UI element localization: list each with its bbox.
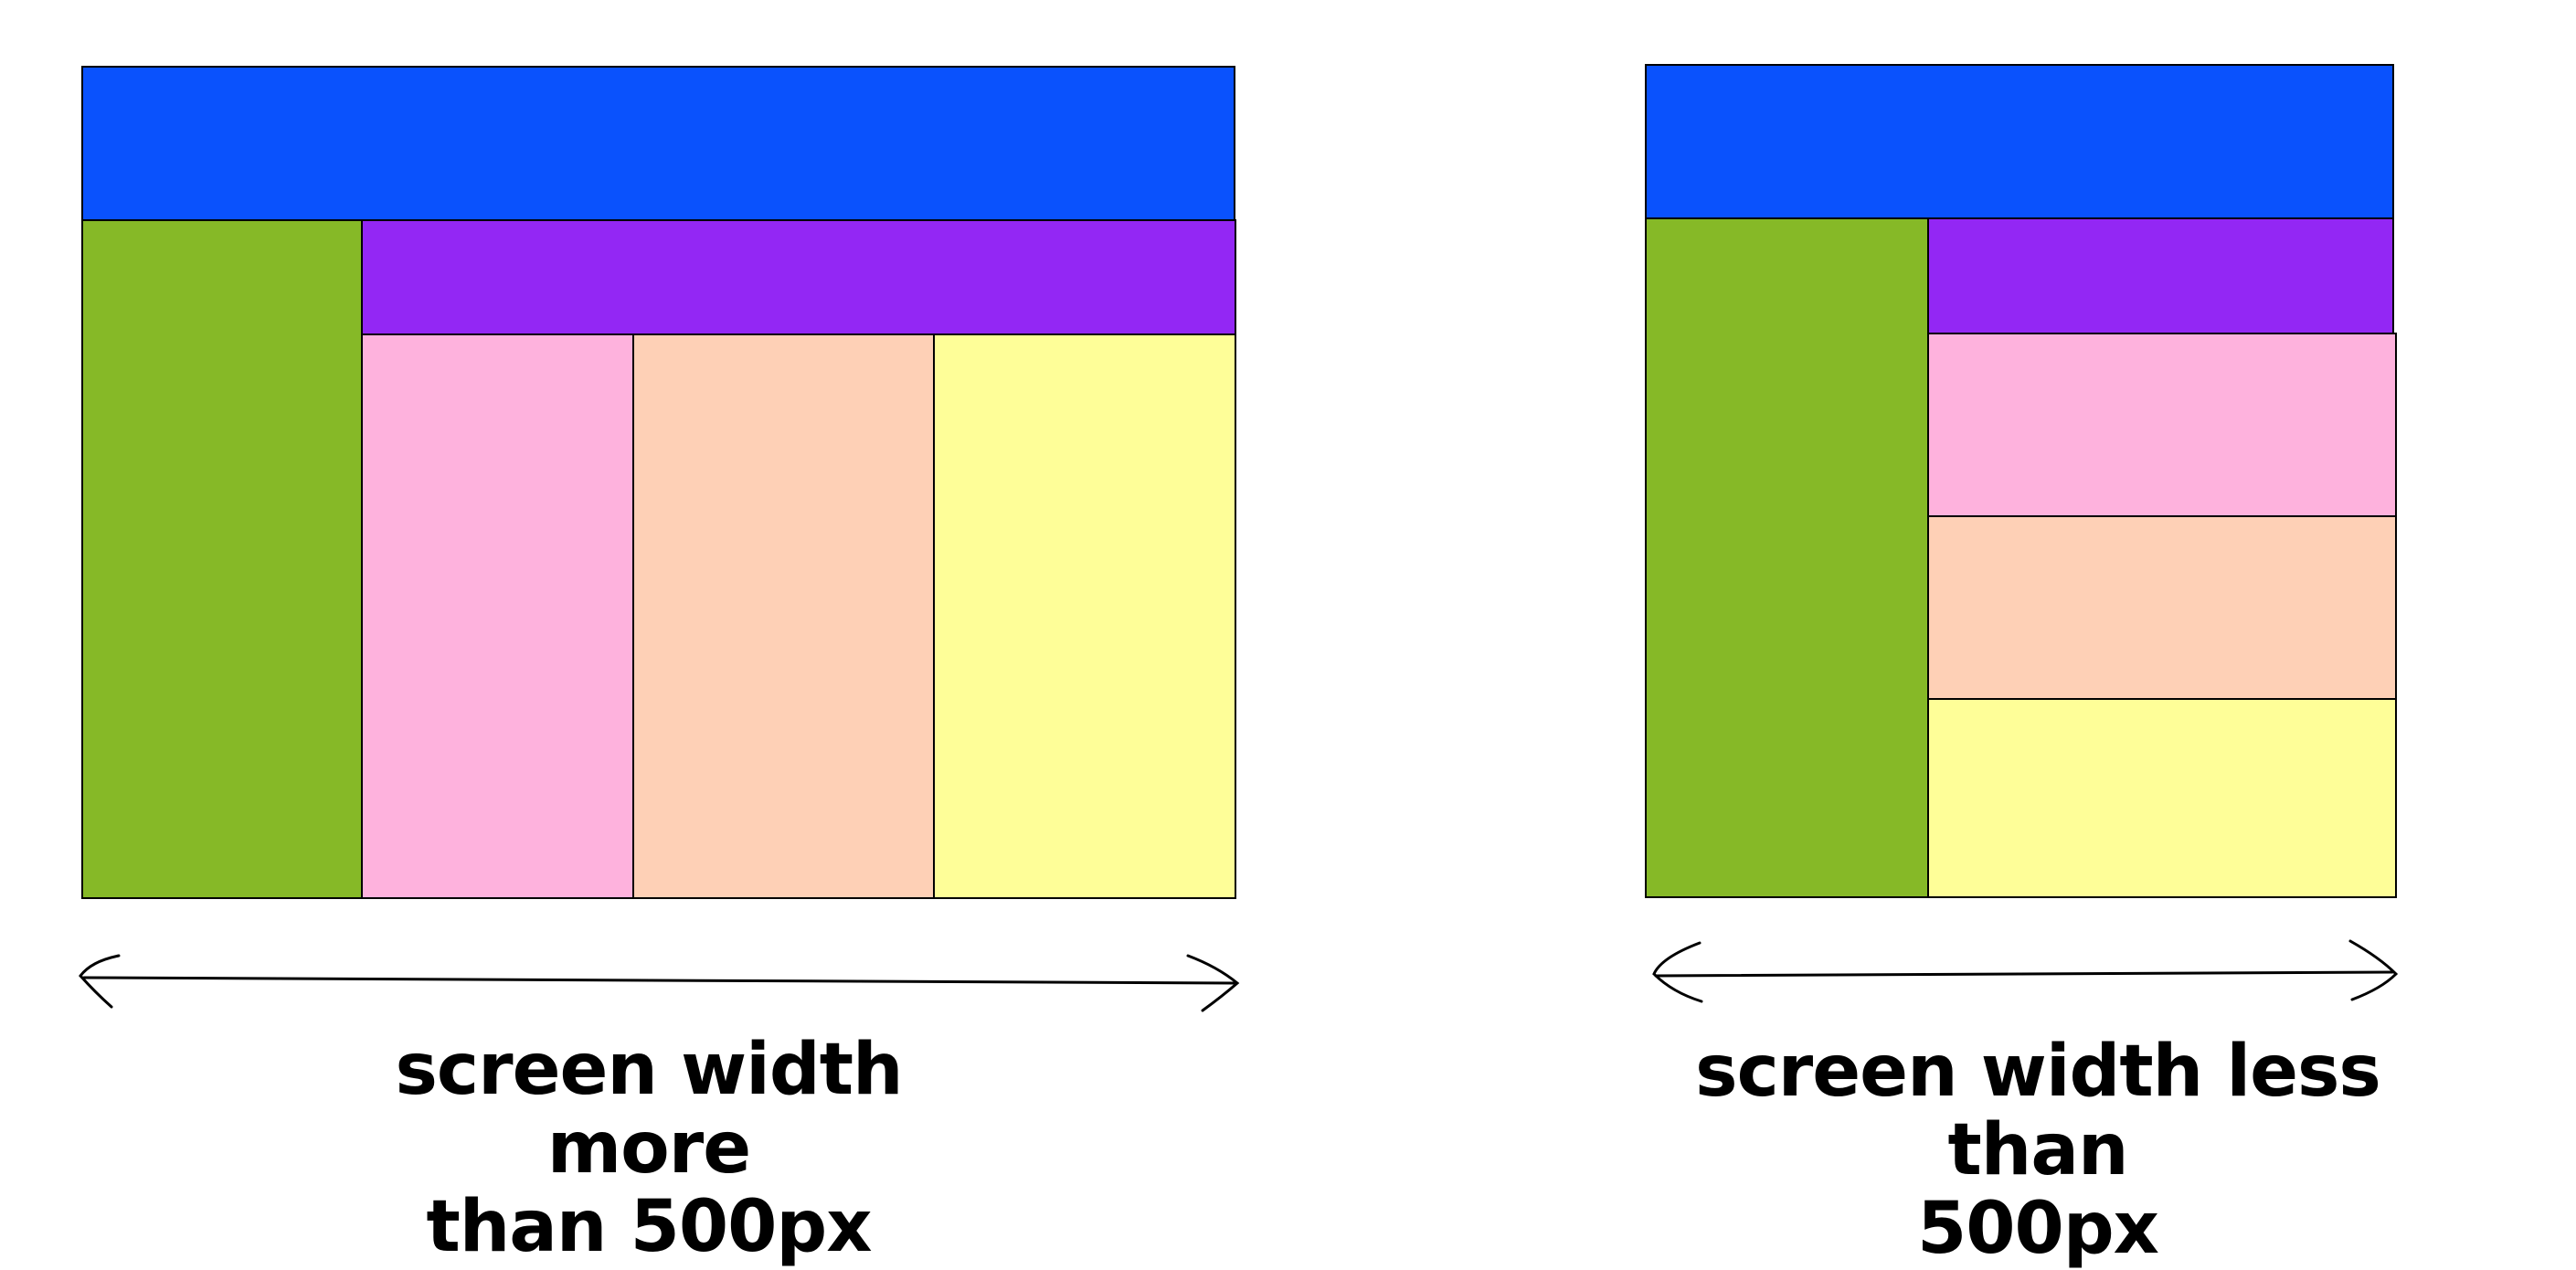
column-1-block [1927,333,2397,517]
column-2-block [1927,515,2397,700]
width-arrow-narrow [1652,939,2399,1003]
caption-narrow-line-2: 500px [1917,1188,2159,1270]
caption-wide-line-1: screen width more [395,1029,903,1190]
column-3-block [1927,698,2397,898]
caption-narrow-line-1: screen width less than [1695,1031,2381,1191]
header-block [1645,64,2394,219]
column-3-block [933,333,1236,899]
narrow-screen-layout: screen width less than 500px [1645,64,2399,1268]
header-block [81,66,1235,221]
sidebar-block [81,219,363,899]
column-1-block [361,333,634,899]
caption-narrow: screen width less than 500px [1663,1032,2412,1268]
wide-screen-layout: screen width more than 500px [0,0,1279,1266]
column-2-block [632,333,935,899]
width-arrow-wide [79,954,1240,1012]
